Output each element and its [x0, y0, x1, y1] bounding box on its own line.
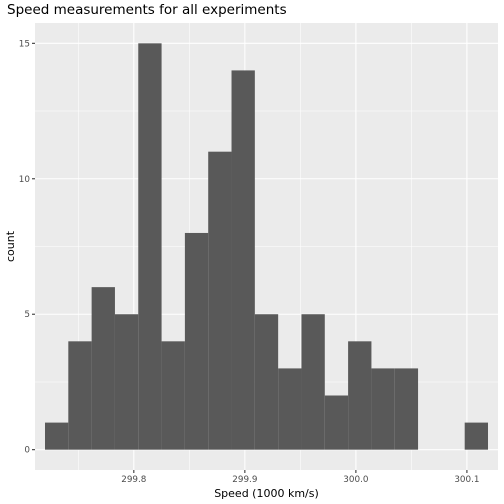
y-tick-label: 0 — [24, 446, 30, 456]
histogram-bars — [44, 43, 489, 450]
y-tick-label: 10 — [19, 175, 31, 185]
x-tick-label: 299.9 — [232, 475, 257, 485]
histogram-bar — [68, 341, 92, 450]
y-axis-title: count — [4, 230, 17, 262]
histogram-bar — [231, 70, 255, 450]
histogram-bar — [371, 368, 395, 450]
histogram-bar — [464, 422, 489, 450]
histogram-bar — [278, 368, 302, 450]
histogram-bar — [44, 422, 69, 450]
histogram-bar — [114, 314, 139, 450]
histogram-bar — [161, 341, 185, 450]
histogram-bar — [91, 287, 115, 450]
x-tick-label: 300.1 — [454, 475, 479, 485]
histogram-bar — [208, 151, 232, 450]
y-tick-label: 5 — [24, 310, 30, 320]
histogram-bar — [138, 43, 162, 450]
histogram-bar — [254, 314, 279, 450]
histogram-bar — [394, 368, 419, 450]
y-axis: 0 5 10 15 — [19, 39, 35, 456]
x-tick-label: 299.8 — [121, 475, 146, 485]
x-tick-label: 300.0 — [343, 475, 369, 485]
histogram-bar — [184, 232, 209, 450]
x-axis-title: Speed (1000 km/s) — [214, 487, 319, 500]
histogram-bar — [348, 341, 372, 450]
x-axis: 299.8 299.9 300.0 300.1 — [121, 470, 480, 485]
histogram-bar — [324, 395, 349, 450]
histogram-bar — [301, 314, 325, 450]
chart-title: Speed measurements for all experiments — [7, 2, 287, 18]
y-tick-label: 15 — [19, 39, 30, 49]
